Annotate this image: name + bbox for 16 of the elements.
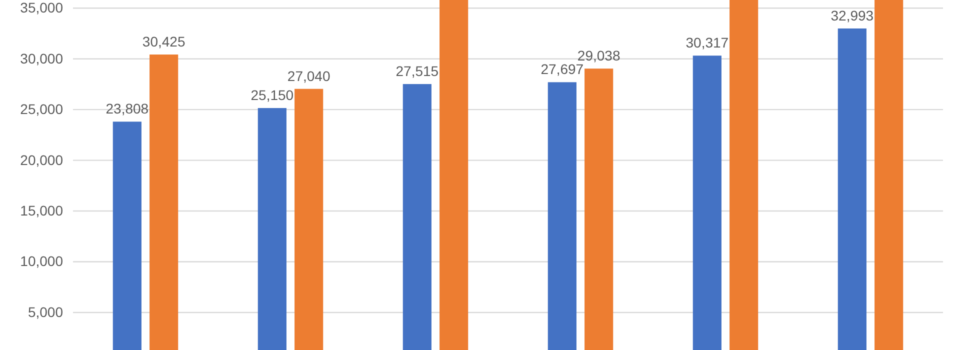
y-tick-label: 30,000 (20, 50, 64, 66)
data-label: 27,697 (540, 61, 584, 78)
y-tick-label: 20,000 (20, 152, 64, 168)
data-label: 30,425 (142, 34, 186, 50)
data-label: 29,038 (577, 48, 620, 64)
y-tick-label: 35,000 (20, 0, 64, 16)
data-label: 32,993 (830, 7, 874, 24)
y-tick-label: 25,000 (20, 101, 64, 118)
data-label: 27,040 (287, 68, 330, 84)
y-tick-label: 5,000 (28, 304, 64, 320)
y-tick-label: 10,000 (20, 253, 64, 270)
data-label: 30,317 (686, 34, 729, 51)
data-label: 23,808 (106, 100, 149, 117)
data-label: 27,515 (396, 63, 439, 80)
data-label: 25,150 (250, 87, 294, 104)
y-tick-label: 15,000 (20, 202, 64, 218)
